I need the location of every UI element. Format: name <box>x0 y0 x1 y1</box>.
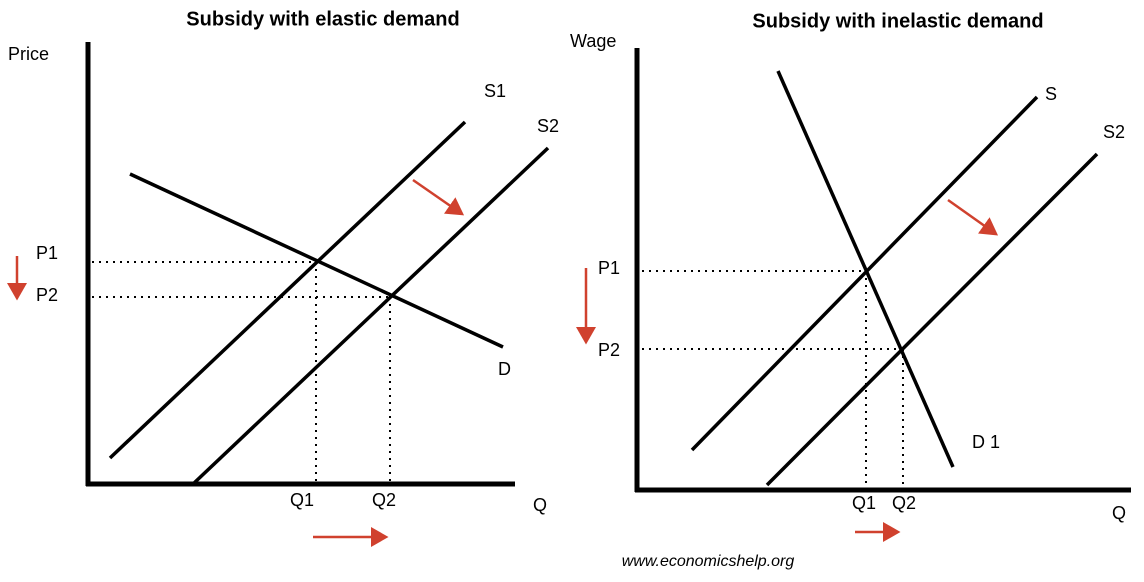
supply-curve <box>191 146 550 486</box>
footer: www.economicshelp.org <box>622 553 795 570</box>
quantity-label: Q2 <box>892 493 916 513</box>
x-axis-label: Q <box>1112 503 1126 523</box>
demand-curve <box>776 70 955 468</box>
elastic-diagram: Subsidy with elastic demand Price Q S1 S… <box>7 8 559 547</box>
quantity-label: Q2 <box>372 490 396 510</box>
diagram-title: Subsidy with elastic demand <box>186 8 459 30</box>
curve-label: D <box>498 359 511 379</box>
supply-curve <box>108 120 467 460</box>
price-label: P1 <box>36 243 58 263</box>
curve-label: S2 <box>1103 122 1125 142</box>
supply-curve <box>765 152 1099 487</box>
price-label: P1 <box>598 258 620 278</box>
demand-curve <box>129 172 504 349</box>
shift-arrow <box>412 178 465 216</box>
diagram-title: Subsidy with inelastic demand <box>752 10 1043 32</box>
supply-curve <box>690 95 1039 452</box>
x-axis-label: Q <box>533 495 547 515</box>
curve-label: S1 <box>484 81 506 101</box>
price-label: P2 <box>36 285 58 305</box>
price-label: P2 <box>598 340 620 360</box>
shift-arrow <box>947 198 999 236</box>
y-axis-label: Price <box>8 44 49 64</box>
curve-label: D 1 <box>972 432 1000 452</box>
inelastic-diagram: Subsidy with inelastic demand Wage Q S S… <box>570 10 1131 542</box>
curve-label: S2 <box>537 116 559 136</box>
quantity-label: Q1 <box>852 493 876 513</box>
y-axis-label: Wage <box>570 31 616 51</box>
curve-label: S <box>1045 84 1057 104</box>
quantity-label: Q1 <box>290 490 314 510</box>
